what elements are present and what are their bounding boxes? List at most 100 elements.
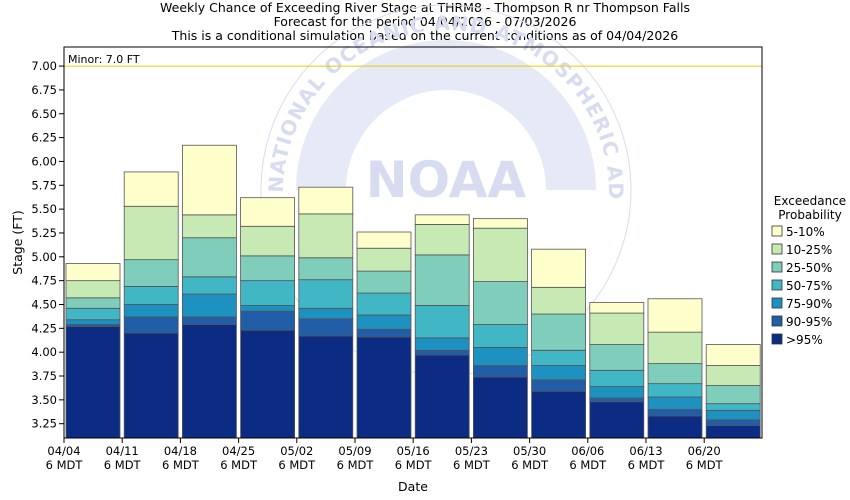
bar-segment-90-95pct [123, 316, 179, 334]
chart-title: Weekly Chance of Exceeding River Stage a… [160, 0, 690, 15]
x-tick-tz: 6 MDT [628, 458, 666, 472]
bar-segment-5-10pct [414, 214, 470, 225]
bar-stack-04-18 [181, 144, 237, 439]
bar-segment-75-90pct [531, 365, 586, 381]
bar-segment-25-50pct [705, 385, 761, 405]
bar-segment-10-25pct [356, 247, 412, 272]
x-tick-date: 05/23 [455, 444, 488, 458]
bar-stack-05-16 [414, 214, 470, 439]
x-axis-title: Date [398, 479, 428, 494]
bar-segment-5-10pct [472, 218, 528, 229]
bar-stack-05-02 [298, 186, 354, 439]
bar-segment-50-75pct [589, 369, 645, 387]
bar-segment-gt95pct [123, 332, 179, 439]
x-tick-tz: 6 MDT [686, 458, 724, 472]
x-tick-tz: 6 MDT [511, 458, 549, 472]
bar-segment-gt95pct [589, 401, 645, 439]
bar-segment-25-50pct [65, 297, 121, 309]
bar-segment-25-50pct [240, 255, 296, 282]
chart-subtitle-conditions: This is a conditional simulation based o… [171, 28, 679, 43]
x-tick-date: 04/11 [106, 444, 139, 458]
bar-segment-75-90pct [356, 314, 412, 330]
bar-segment-75-90pct [705, 409, 761, 421]
x-tick-date: 06/13 [629, 444, 662, 458]
y-tick-label: 5.00 [31, 250, 57, 264]
bar-segment-25-50pct [531, 313, 586, 351]
x-tick-tz: 6 MDT [453, 458, 491, 472]
bar-segment-gt95pct [181, 324, 237, 439]
watermark-logo-text: NOAA [366, 151, 527, 209]
bar-segment-5-10pct [298, 186, 354, 215]
legend-entry: 75-90% [786, 297, 832, 311]
y-tick-label: 7.00 [31, 59, 57, 73]
bar-segment-10-25pct [705, 365, 761, 386]
bar-segment-75-90pct [647, 396, 703, 410]
bar-segment-90-95pct [531, 379, 586, 392]
bar-stack-04-25 [240, 197, 296, 439]
y-tick-label: 3.75 [31, 369, 57, 383]
bar-segment-5-10pct [647, 298, 703, 333]
y-tick-label: 6.00 [31, 154, 57, 168]
chart-subtitle-period: Forecast for the period 04/04/2026 - 07/… [273, 14, 577, 29]
x-tick-date: 06/06 [571, 444, 604, 458]
bar-segment-50-75pct [472, 324, 528, 348]
x-tick-tz: 6 MDT [220, 458, 258, 472]
bar-segment-90-95pct [240, 310, 296, 331]
x-tick-date: 05/30 [513, 444, 546, 458]
bar-segment-10-25pct [298, 213, 354, 259]
bar-segment-90-95pct [414, 349, 470, 356]
bar-segment-75-90pct [65, 319, 121, 325]
bar-segment-gt95pct [705, 425, 761, 439]
bar-stack-06-13 [647, 298, 703, 439]
x-tick-date: 05/09 [338, 444, 371, 458]
bar-segment-25-50pct [414, 254, 470, 306]
x-tick-tz: 6 MDT [569, 458, 607, 472]
bar-segment-10-25pct [531, 286, 586, 315]
bar-segment-25-50pct [589, 344, 645, 371]
bar-segment-gt95pct [298, 335, 354, 439]
legend-entry: 90-95% [786, 315, 832, 329]
flood-stage-line: Minor: 7.0 FT [64, 53, 762, 67]
legend-title: Exceedance [774, 194, 846, 208]
bar-segment-5-10pct [123, 171, 179, 207]
x-tick-tz: 6 MDT [162, 458, 200, 472]
bar-segment-75-90pct [589, 386, 645, 399]
bar-stack-06-06 [589, 302, 645, 439]
y-tick-label: 5.50 [31, 202, 57, 216]
bar-segment-50-75pct [531, 349, 586, 366]
x-tick-date: 05/02 [280, 444, 313, 458]
y-tick-label: 5.75 [31, 178, 57, 192]
y-axis-ticks: 3.25 3.50 3.75 4.00 4.25 4.50 4.75 5.00 5.25 5.50… [10, 59, 64, 431]
bar-segment-90-95pct [472, 365, 528, 378]
bar-segment-90-95pct [356, 328, 412, 338]
bar-stacks [65, 144, 761, 439]
bar-segment-gt95pct [414, 354, 470, 439]
bar-segment-75-90pct [414, 337, 470, 351]
bar-segment-5-10pct [240, 197, 296, 227]
bar-segment-5-10pct [65, 263, 121, 282]
legend-swatch [771, 243, 783, 255]
bar-segment-gt95pct [472, 376, 528, 439]
bar-segment-5-10pct [181, 144, 237, 216]
y-tick-label: 6.50 [31, 107, 57, 121]
legend-entry: >95% [786, 333, 823, 347]
legend-entry: 25-50% [786, 261, 832, 275]
bar-segment-90-95pct [589, 397, 645, 403]
legend-entry: 5-10% [786, 225, 825, 239]
bar-segment-gt95pct [240, 329, 296, 439]
bar-segment-gt95pct [356, 336, 412, 439]
bar-segment-75-90pct [472, 347, 528, 366]
legend-swatch [771, 315, 783, 327]
bar-segment-10-25pct [65, 280, 121, 299]
bar-segment-50-75pct [298, 279, 354, 309]
y-tick-label: 4.00 [31, 345, 57, 359]
bar-segment-50-75pct [705, 403, 761, 411]
y-tick-label: 3.50 [31, 393, 57, 407]
watermark-arc [296, 40, 596, 190]
bar-segment-50-75pct [181, 276, 237, 295]
bar-stack-05-09 [356, 231, 412, 439]
legend-swatch [771, 261, 783, 273]
legend-swatch [771, 297, 783, 309]
y-tick-label: 4.50 [31, 297, 57, 311]
bar-segment-5-10pct [531, 248, 586, 288]
